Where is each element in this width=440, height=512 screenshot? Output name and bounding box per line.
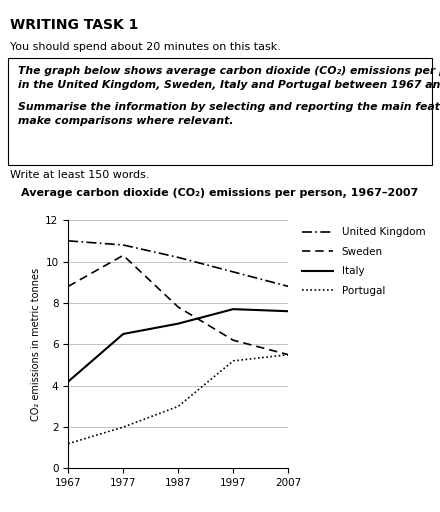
Text: in the United Kingdom, Sweden, Italy and Portugal between 1967 and 2007.: in the United Kingdom, Sweden, Italy and… [18, 80, 440, 90]
Text: WRITING TASK 1: WRITING TASK 1 [10, 18, 138, 32]
Text: You should spend about 20 minutes on this task.: You should spend about 20 minutes on thi… [10, 42, 281, 52]
Text: Write at least 150 words.: Write at least 150 words. [10, 170, 150, 180]
Y-axis label: CO₂ emissions in metric tonnes: CO₂ emissions in metric tonnes [31, 268, 41, 421]
Text: make comparisons where relevant.: make comparisons where relevant. [18, 116, 234, 126]
Text: The graph below shows average carbon dioxide (CO₂) emissions per person: The graph below shows average carbon dio… [18, 66, 440, 76]
Text: Summarise the information by selecting and reporting the main features, and: Summarise the information by selecting a… [18, 102, 440, 112]
Text: Average carbon dioxide (CO₂) emissions per person, 1967–2007: Average carbon dioxide (CO₂) emissions p… [22, 188, 418, 198]
Legend: United Kingdom, Sweden, Italy, Portugal: United Kingdom, Sweden, Italy, Portugal [300, 225, 427, 297]
